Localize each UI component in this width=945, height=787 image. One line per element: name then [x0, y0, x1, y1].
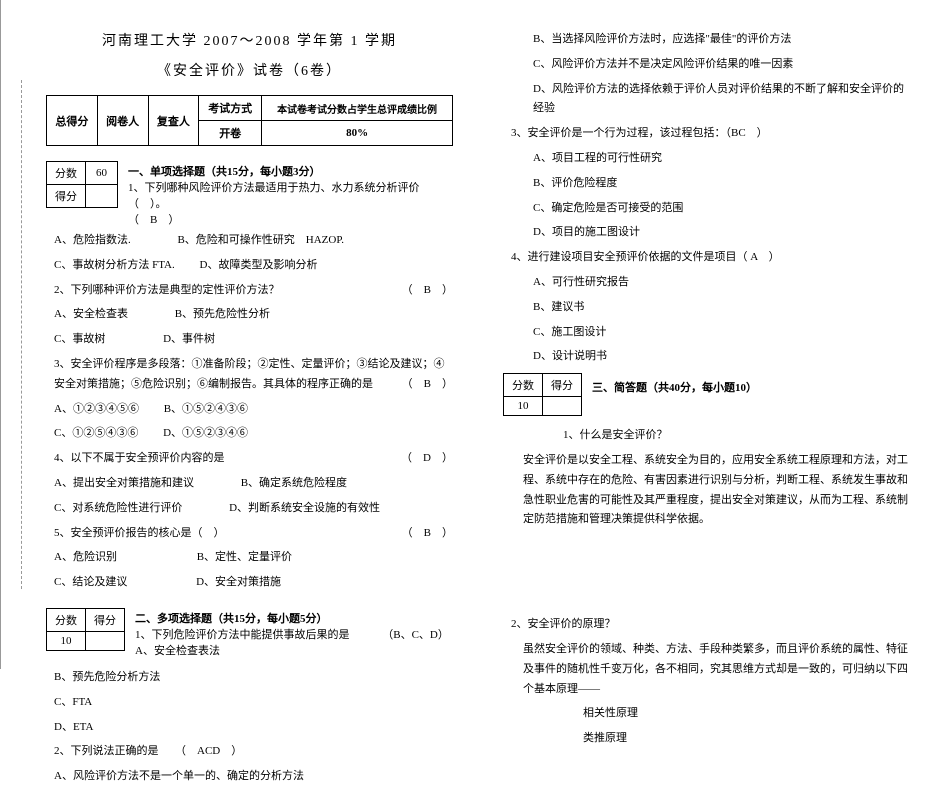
- s2q1-ans: （B、C、D）: [382, 629, 449, 641]
- score-box-sec2: 分数得分 10: [46, 608, 125, 651]
- rq4: 4、进行建设项目安全预评价依据的文件是项目（ A ）: [503, 248, 910, 268]
- s3a2-2: 类推原理: [503, 729, 910, 749]
- label-score: 分数: [47, 162, 86, 185]
- q3a: A、①②③④⑤⑥: [54, 403, 139, 415]
- s2q1: 1、下列危险评价方法中能提供事故后果的是: [135, 629, 350, 641]
- val-score3: 10: [504, 397, 543, 416]
- r-opt-c: C、风险评价方法并不是决定风险评价结果的唯一因素: [503, 55, 910, 75]
- col-reviewer: 阅卷人: [97, 96, 148, 146]
- q4a: A、提出安全对策措施和建议: [54, 477, 194, 489]
- rq4a: A、可行性研究报告: [503, 273, 910, 293]
- score-box-sec1: 分数60 得分: [46, 161, 118, 208]
- q3-text: 3、安全评价程序是多段落：①准备阶段；②定性、定量评价；③结论及建议；④安全对策…: [54, 358, 445, 390]
- q4-text: 4、以下不属于安全预评价内容的是: [54, 452, 225, 464]
- col-ratio: 本试卷考试分数占学生总评成绩比例: [262, 96, 453, 121]
- q5-ans: （ B ）: [402, 524, 453, 544]
- label-score3: 分数: [504, 374, 543, 397]
- s2q1b: B、预先危险分析方法: [46, 668, 453, 688]
- r-opt-b: B、当选择风险评价方法时，应选择"最佳"的评价方法: [503, 30, 910, 50]
- s2q1a: A、安全检查表法: [135, 645, 220, 657]
- exam-info-table: 总得分 阅卷人 复查人 考试方式 本试卷考试分数占学生总评成绩比例 开卷 80%: [46, 95, 453, 146]
- q1-text: 1、下列哪种风险评价方法最适用于热力、水力系统分析评价（ ）。: [128, 182, 420, 210]
- q3d: D、①⑤②③④⑥: [163, 427, 248, 439]
- col-exam-mode: 考试方式: [199, 96, 262, 121]
- university-header: 河南理工大学 2007～2008 学年第 1 学期: [46, 30, 453, 50]
- q1-ans: （ B ）: [128, 214, 179, 226]
- rq4b: B、建议书: [503, 298, 910, 318]
- rq3b: B、评价危险程度: [503, 174, 910, 194]
- sec1-title: 一、单项选择题（共15分，每小题3分）: [128, 166, 321, 178]
- col-checker: 复查人: [148, 96, 199, 146]
- rq3c: C、确定危险是否可接受的范围: [503, 199, 910, 219]
- sec3-title: 三、简答题（共40分，每小题10）: [592, 382, 757, 394]
- q1d: D、故障类型及影响分析: [200, 259, 318, 271]
- rq3a: A、项目工程的可行性研究: [503, 149, 910, 169]
- sec2-title: 二、多项选择题（共15分，每小题5分）: [135, 613, 328, 625]
- q3b: B、①⑤②④③⑥: [164, 403, 248, 415]
- q3-ans: （ B ）: [402, 375, 453, 395]
- s2q1d: D、ETA: [46, 718, 453, 738]
- val-score: 60: [86, 162, 118, 185]
- q5b: B、定性、定量评价: [197, 551, 292, 563]
- val-got-blank: [86, 185, 118, 208]
- rq3d: D、项目的施工图设计: [503, 223, 910, 243]
- val-got3-blank: [543, 397, 582, 416]
- q3c: C、①②⑤④③⑥: [54, 427, 138, 439]
- q2-ans: （ B ）: [402, 281, 453, 301]
- q2c: C、事故树: [54, 333, 105, 345]
- col-total-score: 总得分: [47, 96, 98, 146]
- s3q1: 1、什么是安全评价？: [503, 426, 910, 446]
- q5d: D、安全对策措施: [196, 576, 281, 588]
- label-score2: 分数: [47, 608, 86, 631]
- label-got3: 得分: [543, 374, 582, 397]
- s2q1c: C、FTA: [46, 693, 453, 713]
- q2-text: 2、下列哪种评价方法是典型的定性评价方法？: [54, 284, 280, 296]
- q5-text: 5、安全预评价报告的核心是（ ）: [54, 527, 225, 539]
- val-got2-blank: [86, 631, 125, 650]
- score-box-sec3: 分数得分 10: [503, 373, 582, 416]
- q4d: D、判断系统安全设施的有效性: [229, 502, 380, 514]
- q4b: B、确定系统危险程度: [241, 477, 347, 489]
- s3q2: 2、安全评价的原理？: [503, 615, 910, 635]
- q2a: A、安全检查表: [54, 308, 128, 320]
- q4-ans: （ D ）: [401, 449, 453, 469]
- label-got: 得分: [47, 185, 86, 208]
- s2q2a: A、风险评价方法不是一个单一的、确定的分析方法: [46, 767, 453, 787]
- q4c: C、对系统危险性进行评价: [54, 502, 182, 514]
- s3a2: 虽然安全评价的领域、种类、方法、手段种类繁多，而且评价系统的属性、特征及事件的随…: [503, 640, 910, 699]
- q2d: D、事件树: [163, 333, 215, 345]
- s3a2-1: 相关性原理: [503, 704, 910, 724]
- q5a: A、危险识别: [54, 551, 117, 563]
- val-score2: 10: [47, 631, 86, 650]
- val-exam-mode: 开卷: [199, 121, 262, 146]
- q5c: C、结论及建议: [54, 576, 127, 588]
- r-opt-d: D、风险评价方法的选择依赖于评价人员对评价结果的不断了解和安全评价的经验: [503, 80, 910, 120]
- s2q2: 2、下列说法正确的是 （ ACD ）: [46, 742, 453, 762]
- q1a: A、危险指数法.: [54, 234, 131, 246]
- val-ratio: 80%: [262, 121, 453, 146]
- course-title: 《安全评价》试卷（6卷）: [46, 60, 453, 80]
- s3a1: 安全评价是以安全工程、系统安全为目的，应用安全系统工程原理和方法，对工程、系统中…: [503, 451, 910, 530]
- rq3: 3、安全评价是一个行为过程，该过程包括：（BC ）: [503, 124, 910, 144]
- q2b: B、预先危险性分析: [175, 308, 270, 320]
- label-got2: 得分: [86, 608, 125, 631]
- rq4c: C、施工图设计: [503, 323, 910, 343]
- rq4d: D、设计说明书: [503, 347, 910, 367]
- q1c: C、事故树分析方法 FTA.: [54, 259, 175, 271]
- q1b: B、危险和可操作性研究 HAZOP.: [177, 234, 344, 246]
